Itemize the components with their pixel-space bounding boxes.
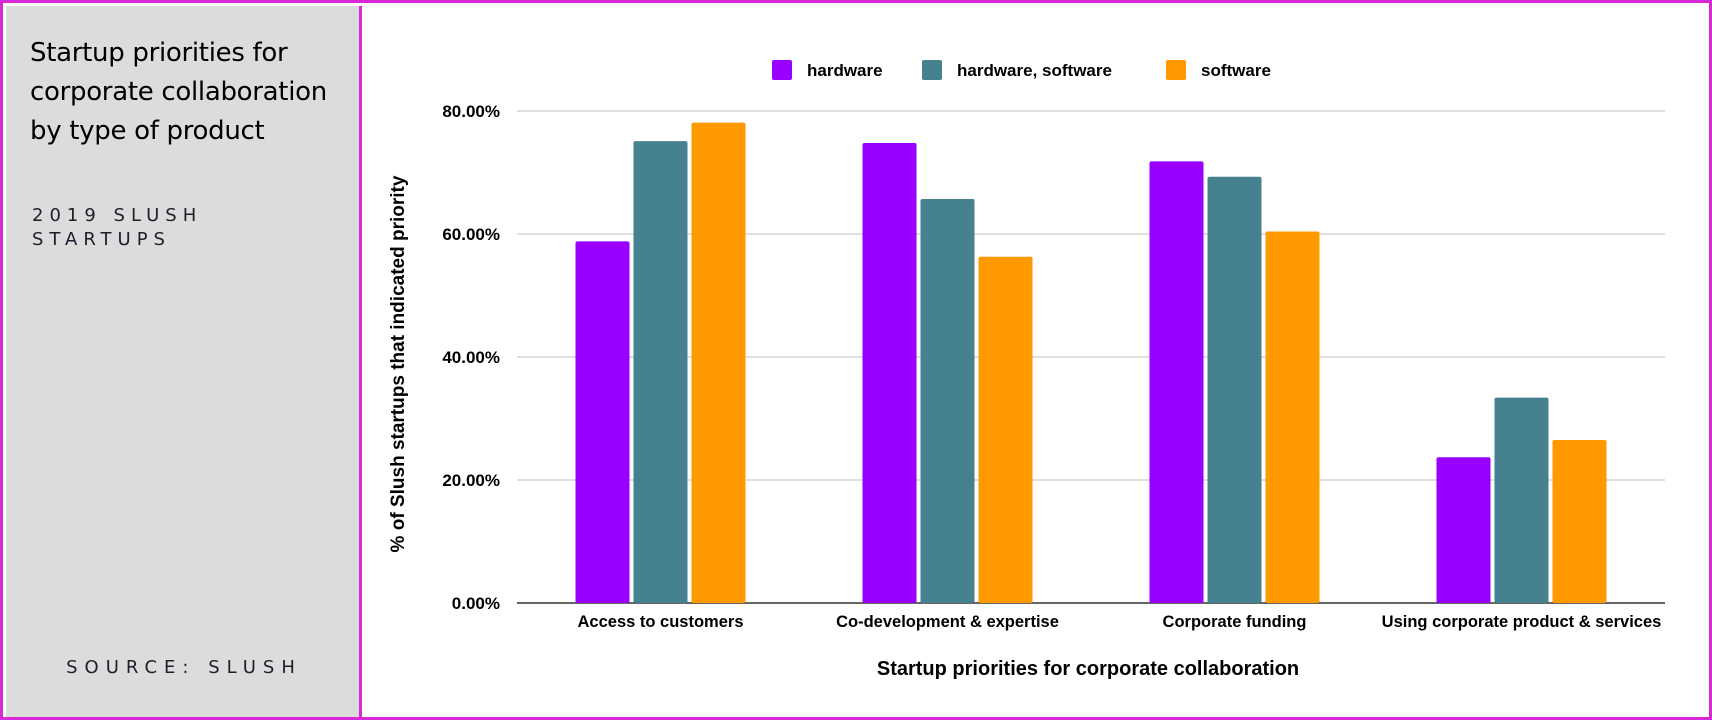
bar-software: [1552, 440, 1607, 603]
grid-lines: [517, 110, 1665, 604]
bar-hardware-software: [920, 198, 975, 603]
legend-swatch: [922, 60, 942, 80]
y-tick-label: 20.00%: [442, 471, 500, 490]
y-tick-labels: 0.00% 20.00% 40.00% 60.00% 80.00%: [442, 102, 500, 613]
y-tick-label: 40.00%: [442, 348, 500, 367]
x-tick-labels: Access to customers Co-development & expe…: [578, 613, 1662, 631]
legend-label: hardware: [807, 61, 883, 80]
legend-swatch: [1166, 60, 1186, 80]
bar-hardware: [575, 241, 630, 603]
legend-label: hardware, software: [957, 61, 1112, 80]
sidebar-title: Startup priorities for corporate collabo…: [30, 38, 327, 146]
bar-hardware: [1149, 161, 1204, 603]
x-tick-label: Corporate funding: [1163, 613, 1307, 631]
bar-chart: 0.00% 20.00% 40.00% 60.00% 80.00% Access to …: [388, 60, 1665, 680]
bar-hardware-software: [1207, 176, 1262, 603]
bar-hardware-software: [633, 141, 688, 603]
bar-software: [1265, 231, 1320, 604]
x-tick-label: Using corporate product & services: [1382, 613, 1662, 631]
y-axis-label: % of Slush startups that indicated prior…: [388, 175, 409, 552]
sidebar-source: SOURCE: SLUSH: [66, 657, 302, 678]
sidebar-subtitle: 2019 SLUSH STARTUPS: [32, 205, 203, 250]
bar-software: [691, 122, 746, 603]
x-axis-label: Startup priorities for corporate collabo…: [877, 658, 1299, 680]
y-tick-label: 0.00%: [452, 594, 500, 613]
x-tick-label: Co-development & expertise: [836, 613, 1059, 631]
bar-hardware: [862, 142, 917, 604]
y-tick-label: 60.00%: [442, 225, 500, 244]
bar-hardware: [1436, 457, 1491, 603]
chart-area: 0.00% 20.00% 40.00% 60.00% 80.00% Access to …: [360, 3, 1709, 714]
sidebar-panel: Startup priorities for corporate collabo…: [6, 6, 362, 717]
bars: [575, 122, 1607, 604]
legend-swatch: [772, 60, 792, 80]
legend: hardware hardware, software software: [772, 60, 1271, 80]
y-tick-label: 80.00%: [442, 102, 500, 121]
bar-hardware-software: [1494, 397, 1549, 603]
bar-software: [978, 256, 1033, 603]
legend-label: software: [1201, 61, 1271, 80]
x-tick-label: Access to customers: [578, 613, 744, 631]
